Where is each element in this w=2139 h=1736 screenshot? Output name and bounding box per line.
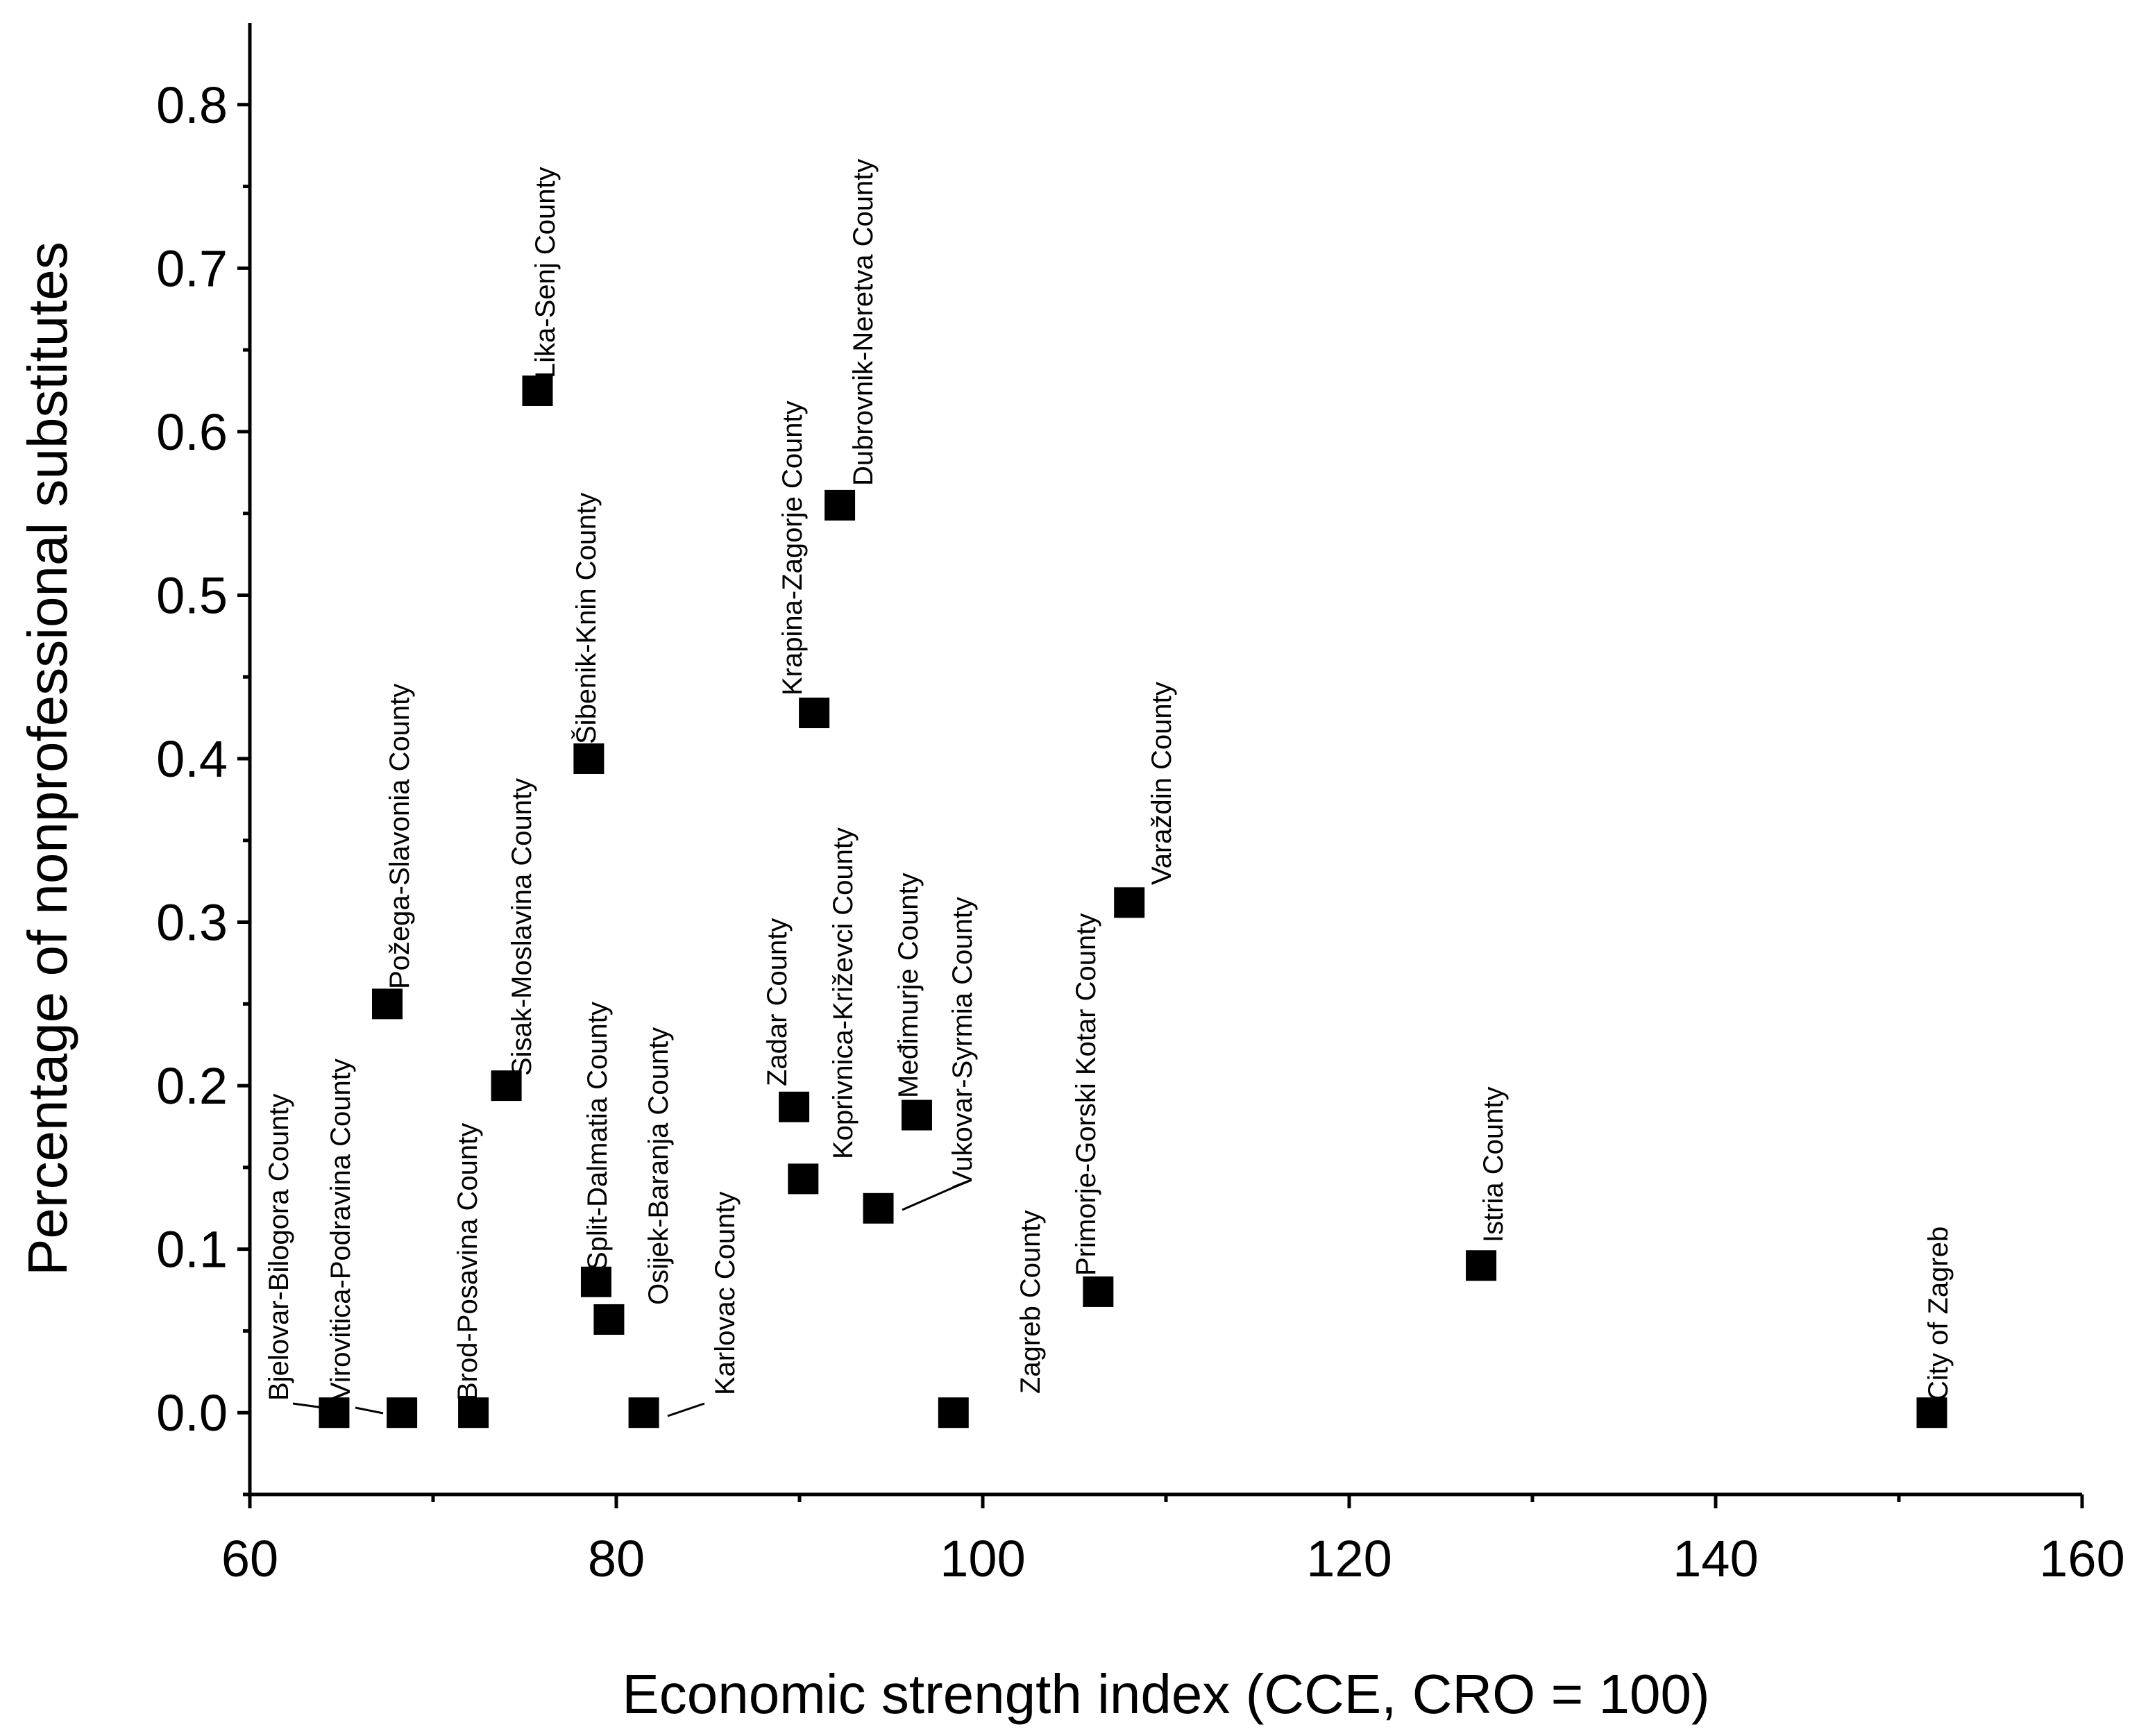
data-point-brod-posavina-county <box>458 1397 489 1429</box>
data-point-pozega-slavonia-county <box>372 988 403 1020</box>
point-label-sisak-moslavina-county: Sisak-Moslavina County <box>507 778 537 1076</box>
point-label-pozega-slavonia-county: Požega-Slavonia County <box>384 684 415 989</box>
point-label-istria-county: Istria County <box>1478 1086 1509 1242</box>
label-leader-lines <box>292 1184 958 1417</box>
y-tick-label-0.1: 0.1 <box>156 1221 228 1279</box>
point-label-zadar-county: Zadar County <box>762 918 793 1086</box>
x-axis-title: Economic strength index (CCE, CRO = 100) <box>622 1663 1709 1725</box>
point-label-city-of-zagreb: City of Zagreb <box>1923 1227 1954 1401</box>
x-tick-label-60: 60 <box>221 1530 278 1587</box>
point-label-varazdin-county: Varaždin County <box>1147 682 1177 885</box>
y-tick-label-0.5: 0.5 <box>156 566 228 624</box>
point-label-virovitica-podravina-county: Virovitica-Podravina County <box>326 1059 356 1401</box>
leader-line-vukovar-syrmia-county <box>902 1184 958 1211</box>
data-point-sibenik-knin-county <box>573 743 604 774</box>
data-point-virovitica-podravina-county <box>387 1397 418 1429</box>
point-label-karlovac-county: Karlovac County <box>710 1192 741 1395</box>
y-tick-label-0.0: 0.0 <box>156 1384 228 1442</box>
y-tick-label-0.8: 0.8 <box>156 76 228 134</box>
data-point-vukovar-syrmia-county <box>863 1193 894 1224</box>
data-point-varazdin-county <box>1114 887 1145 918</box>
y-tick-label-0.7: 0.7 <box>156 239 228 297</box>
y-tick-label-0.3: 0.3 <box>156 894 228 952</box>
y-tick-label-0.4: 0.4 <box>156 730 228 788</box>
data-point-istria-county <box>1466 1250 1497 1281</box>
point-labels: Bjelovar-Bilogora County Virovitica-Podra… <box>264 159 1954 1401</box>
point-label-primorje-gorski-kotar-county: Primorje-Gorski Kotar County <box>1071 913 1101 1276</box>
point-label-brod-posavina-county: Brod-Posavina County <box>453 1123 483 1401</box>
point-label-split-dalmatia-county: Split-Dalmatia County <box>582 1002 613 1270</box>
data-point-dubrovnik-neretva-county <box>825 489 856 521</box>
point-label-vukovar-syrmia-county: Vukovar-Syrmia County <box>947 897 978 1189</box>
x-tick-label-140: 140 <box>1673 1530 1758 1587</box>
data-point-koprivnica-krizevci-county <box>788 1163 819 1195</box>
point-label-dubrovnik-neretva-county: Dubrovnik-Neretva County <box>848 159 879 486</box>
point-label-medimurje-county: Međimurje County <box>893 873 924 1098</box>
y-axis-ticks: 0.0 0.1 0.2 0.3 0.4 0.5 0.6 0.7 0.8 <box>156 76 250 1497</box>
point-label-koprivnica-krizevci-county: Koprivnica-Križevci County <box>828 827 859 1159</box>
data-point-medimurje-county <box>901 1099 932 1131</box>
x-axis-ticks: 60 80 100 120 140 160 <box>221 1494 2125 1587</box>
data-point-osijek-baranja-county <box>593 1304 625 1335</box>
data-point-sisak-moslavina-county <box>491 1070 522 1102</box>
x-tick-label-100: 100 <box>940 1530 1025 1587</box>
data-point-bjelovar-bilogora-county <box>319 1397 350 1429</box>
x-tick-label-160: 160 <box>2039 1530 2124 1587</box>
point-label-lika-senj-county: Lika-Senj County <box>530 167 561 378</box>
leader-line-karlovac-county <box>667 1402 705 1417</box>
y-tick-label-0.2: 0.2 <box>156 1057 228 1115</box>
data-point-krapina-zagorje-county <box>799 698 830 729</box>
y-tick-label-0.6: 0.6 <box>156 403 228 461</box>
data-point-karlovac-county <box>628 1397 659 1429</box>
x-tick-label-80: 80 <box>588 1530 645 1587</box>
data-point-city-of-zagreb <box>1916 1397 1947 1429</box>
data-points <box>319 376 1947 1429</box>
data-point-zagreb-county <box>938 1397 969 1429</box>
leader-line-virovitica-podravina-county <box>355 1406 384 1415</box>
data-point-zadar-county <box>779 1091 810 1122</box>
y-axis-title: Percentage of nonprofessional substitute… <box>17 242 78 1276</box>
data-point-primorje-gorski-kotar-county <box>1083 1276 1114 1307</box>
data-point-lika-senj-county <box>522 376 553 406</box>
point-label-osijek-baranja-county: Osijek-Baranja County <box>643 1027 674 1305</box>
point-label-bjelovar-bilogora-county: Bjelovar-Bilogora County <box>264 1094 294 1401</box>
point-label-krapina-zagorje-county: Krapina-Zagorje County <box>777 401 808 696</box>
point-label-zagreb-county: Zagreb County <box>1015 1210 1046 1394</box>
point-label-sibenik-knin-county: Šibenik-Knin County <box>570 493 602 744</box>
data-point-split-dalmatia-county <box>580 1266 611 1297</box>
x-tick-label-120: 120 <box>1306 1530 1392 1587</box>
